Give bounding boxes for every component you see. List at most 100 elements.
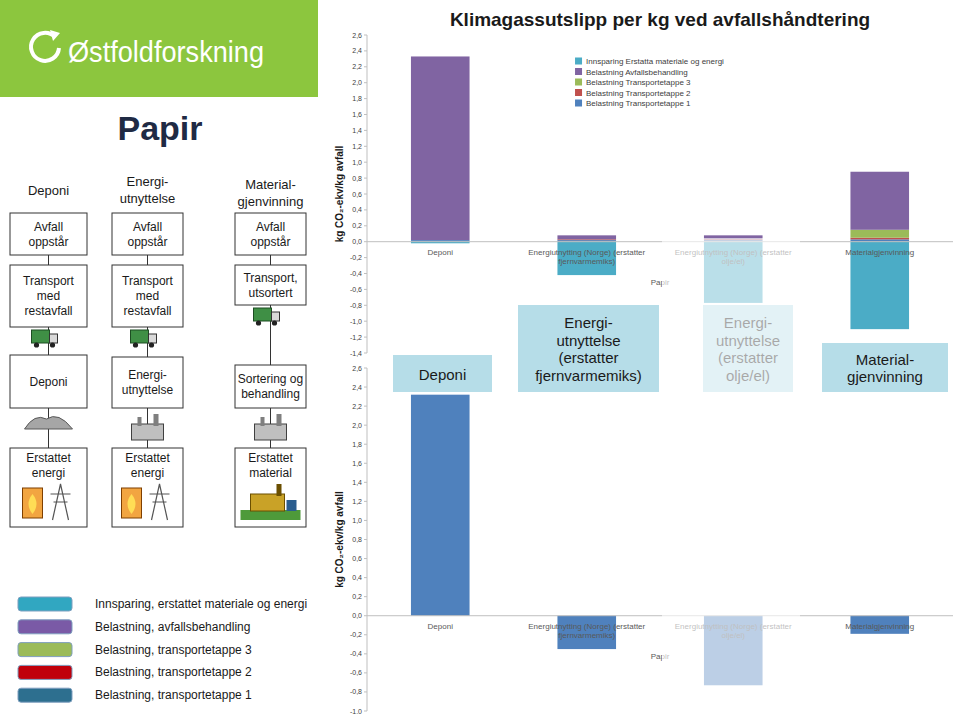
text-line: 2,4	[352, 47, 362, 54]
logo-background	[0, 0, 318, 97]
y-tick	[364, 98, 367, 99]
category-label: Energiutnytting (Norge) (erstatterfjernv…	[528, 622, 645, 641]
factory-chimney	[154, 414, 159, 426]
text-line: Sortering og	[238, 372, 303, 386]
y-tick-label: -1,4	[350, 350, 362, 357]
text-line: Erstattet	[26, 451, 71, 465]
text-line: Belastning, transportetappe 3	[95, 643, 252, 657]
y-tick	[364, 387, 367, 388]
truck-icon	[254, 308, 280, 326]
category-label: Deponi	[428, 248, 454, 257]
truck-box	[32, 330, 50, 343]
text-line: utsortert	[248, 286, 293, 300]
text-line: med	[136, 289, 159, 303]
y-tick	[364, 463, 367, 464]
legend-label: Belastning, transportetappe 3	[95, 643, 252, 657]
y-tick	[364, 289, 367, 290]
text-line: Avfall	[256, 220, 285, 234]
chart: 2,62,42,22,01,81,61,41,21,00,80,60,40,20…	[334, 365, 953, 714]
legend-label: Innsparing Erstatta materiale og energi	[586, 57, 724, 66]
material-icon	[241, 484, 301, 520]
y-tick-label: 0,4	[352, 206, 362, 213]
text-line: fjernvarmemiks)	[535, 366, 642, 383]
y-tick	[364, 558, 367, 559]
category-label: Materialgjenvinning	[845, 622, 914, 631]
truck-wheel	[50, 342, 55, 347]
text-line: Innsparing, erstattet materiale og energ…	[95, 597, 307, 611]
step-box	[112, 265, 183, 327]
y-tick-label: 0,2	[352, 593, 362, 600]
text-line: 1,4	[352, 479, 362, 486]
y-tick-label: 1,0	[352, 517, 362, 524]
step-label: Deponi	[29, 375, 67, 389]
y-tick	[364, 691, 367, 692]
text-line: oppstår	[127, 235, 167, 249]
connector	[270, 255, 271, 265]
bars	[411, 395, 909, 686]
y-tick-label: -0,4	[350, 270, 362, 277]
energy-icon	[122, 484, 170, 520]
step-box	[10, 355, 87, 408]
step-box	[10, 448, 87, 527]
y-tick	[364, 194, 367, 195]
step-label: Erstattetenergi	[26, 451, 71, 480]
text-line: 1,2	[352, 143, 362, 150]
bar	[411, 395, 470, 616]
text-line: Belastning Transportetappe 1	[586, 99, 691, 108]
text-line: Deponi	[428, 622, 454, 631]
flame-icon	[128, 494, 136, 514]
legend-swatch	[575, 58, 582, 65]
y-tick	[364, 482, 367, 483]
step-label: Avfalloppstår	[250, 220, 290, 249]
text-line: Energiutnytting (Norge) (erstatter	[528, 622, 645, 631]
bar-segment	[411, 56, 470, 240]
legend-label: Belastning Transportetappe 1	[586, 99, 691, 108]
logo-text: Østfoldforskning	[68, 35, 264, 68]
step-box	[10, 213, 87, 255]
y-tick-label: 2,4	[352, 47, 362, 54]
text-line: Belastning Avfallsbehandling	[586, 68, 688, 77]
text-line: 1,8	[352, 441, 362, 448]
text-line: -0,6	[350, 286, 362, 293]
factory-body	[132, 424, 164, 440]
y-tick-label: -0,4	[350, 650, 362, 657]
text-line: Avfall	[34, 220, 63, 234]
text-line: -0,2	[350, 254, 362, 261]
legend-swatch	[18, 597, 72, 611]
text-line: 1,8	[352, 95, 362, 102]
y-tick-label: 0,6	[352, 191, 362, 198]
bar	[557, 616, 616, 649]
step-box	[112, 357, 183, 408]
y-tick	[364, 353, 367, 354]
legend: Innsparing Erstatta materiale og energi B…	[575, 57, 724, 108]
truck-wheel	[272, 320, 277, 325]
factory-chimney	[261, 417, 265, 426]
bar-segment	[850, 172, 909, 230]
y-tick	[364, 577, 367, 578]
step-label: Erstattetmaterial	[248, 451, 293, 480]
text-line: med	[37, 289, 60, 303]
slide-legend: Innsparing, erstattet materiale og energ…	[18, 597, 307, 702]
text-line: Erstattet	[248, 451, 293, 465]
text-line: restavfall	[24, 304, 72, 318]
text-line: -1,0	[350, 708, 362, 714]
factory-chimney	[277, 414, 282, 426]
y-tick	[364, 672, 367, 673]
truck-wheel	[133, 342, 138, 347]
bar-segment	[557, 235, 616, 239]
text-line: 2,6	[352, 365, 362, 372]
flame-icon	[29, 494, 37, 514]
text-line: Material-	[245, 176, 296, 191]
pylon-icon	[51, 484, 71, 520]
y-tick-label: 0,0	[352, 238, 362, 245]
text-line: -0,8	[350, 302, 362, 309]
text-line: Energi-	[128, 368, 167, 382]
y-tick	[364, 146, 367, 147]
text-line: 0,0	[352, 612, 362, 619]
y-tick	[364, 178, 367, 179]
y-tick	[364, 634, 367, 635]
y-tick	[364, 273, 367, 274]
legend-label: Innsparing, erstattet materiale og energ…	[95, 597, 307, 611]
y-tick	[364, 425, 367, 426]
y-tick-label: -1,0	[350, 318, 362, 325]
